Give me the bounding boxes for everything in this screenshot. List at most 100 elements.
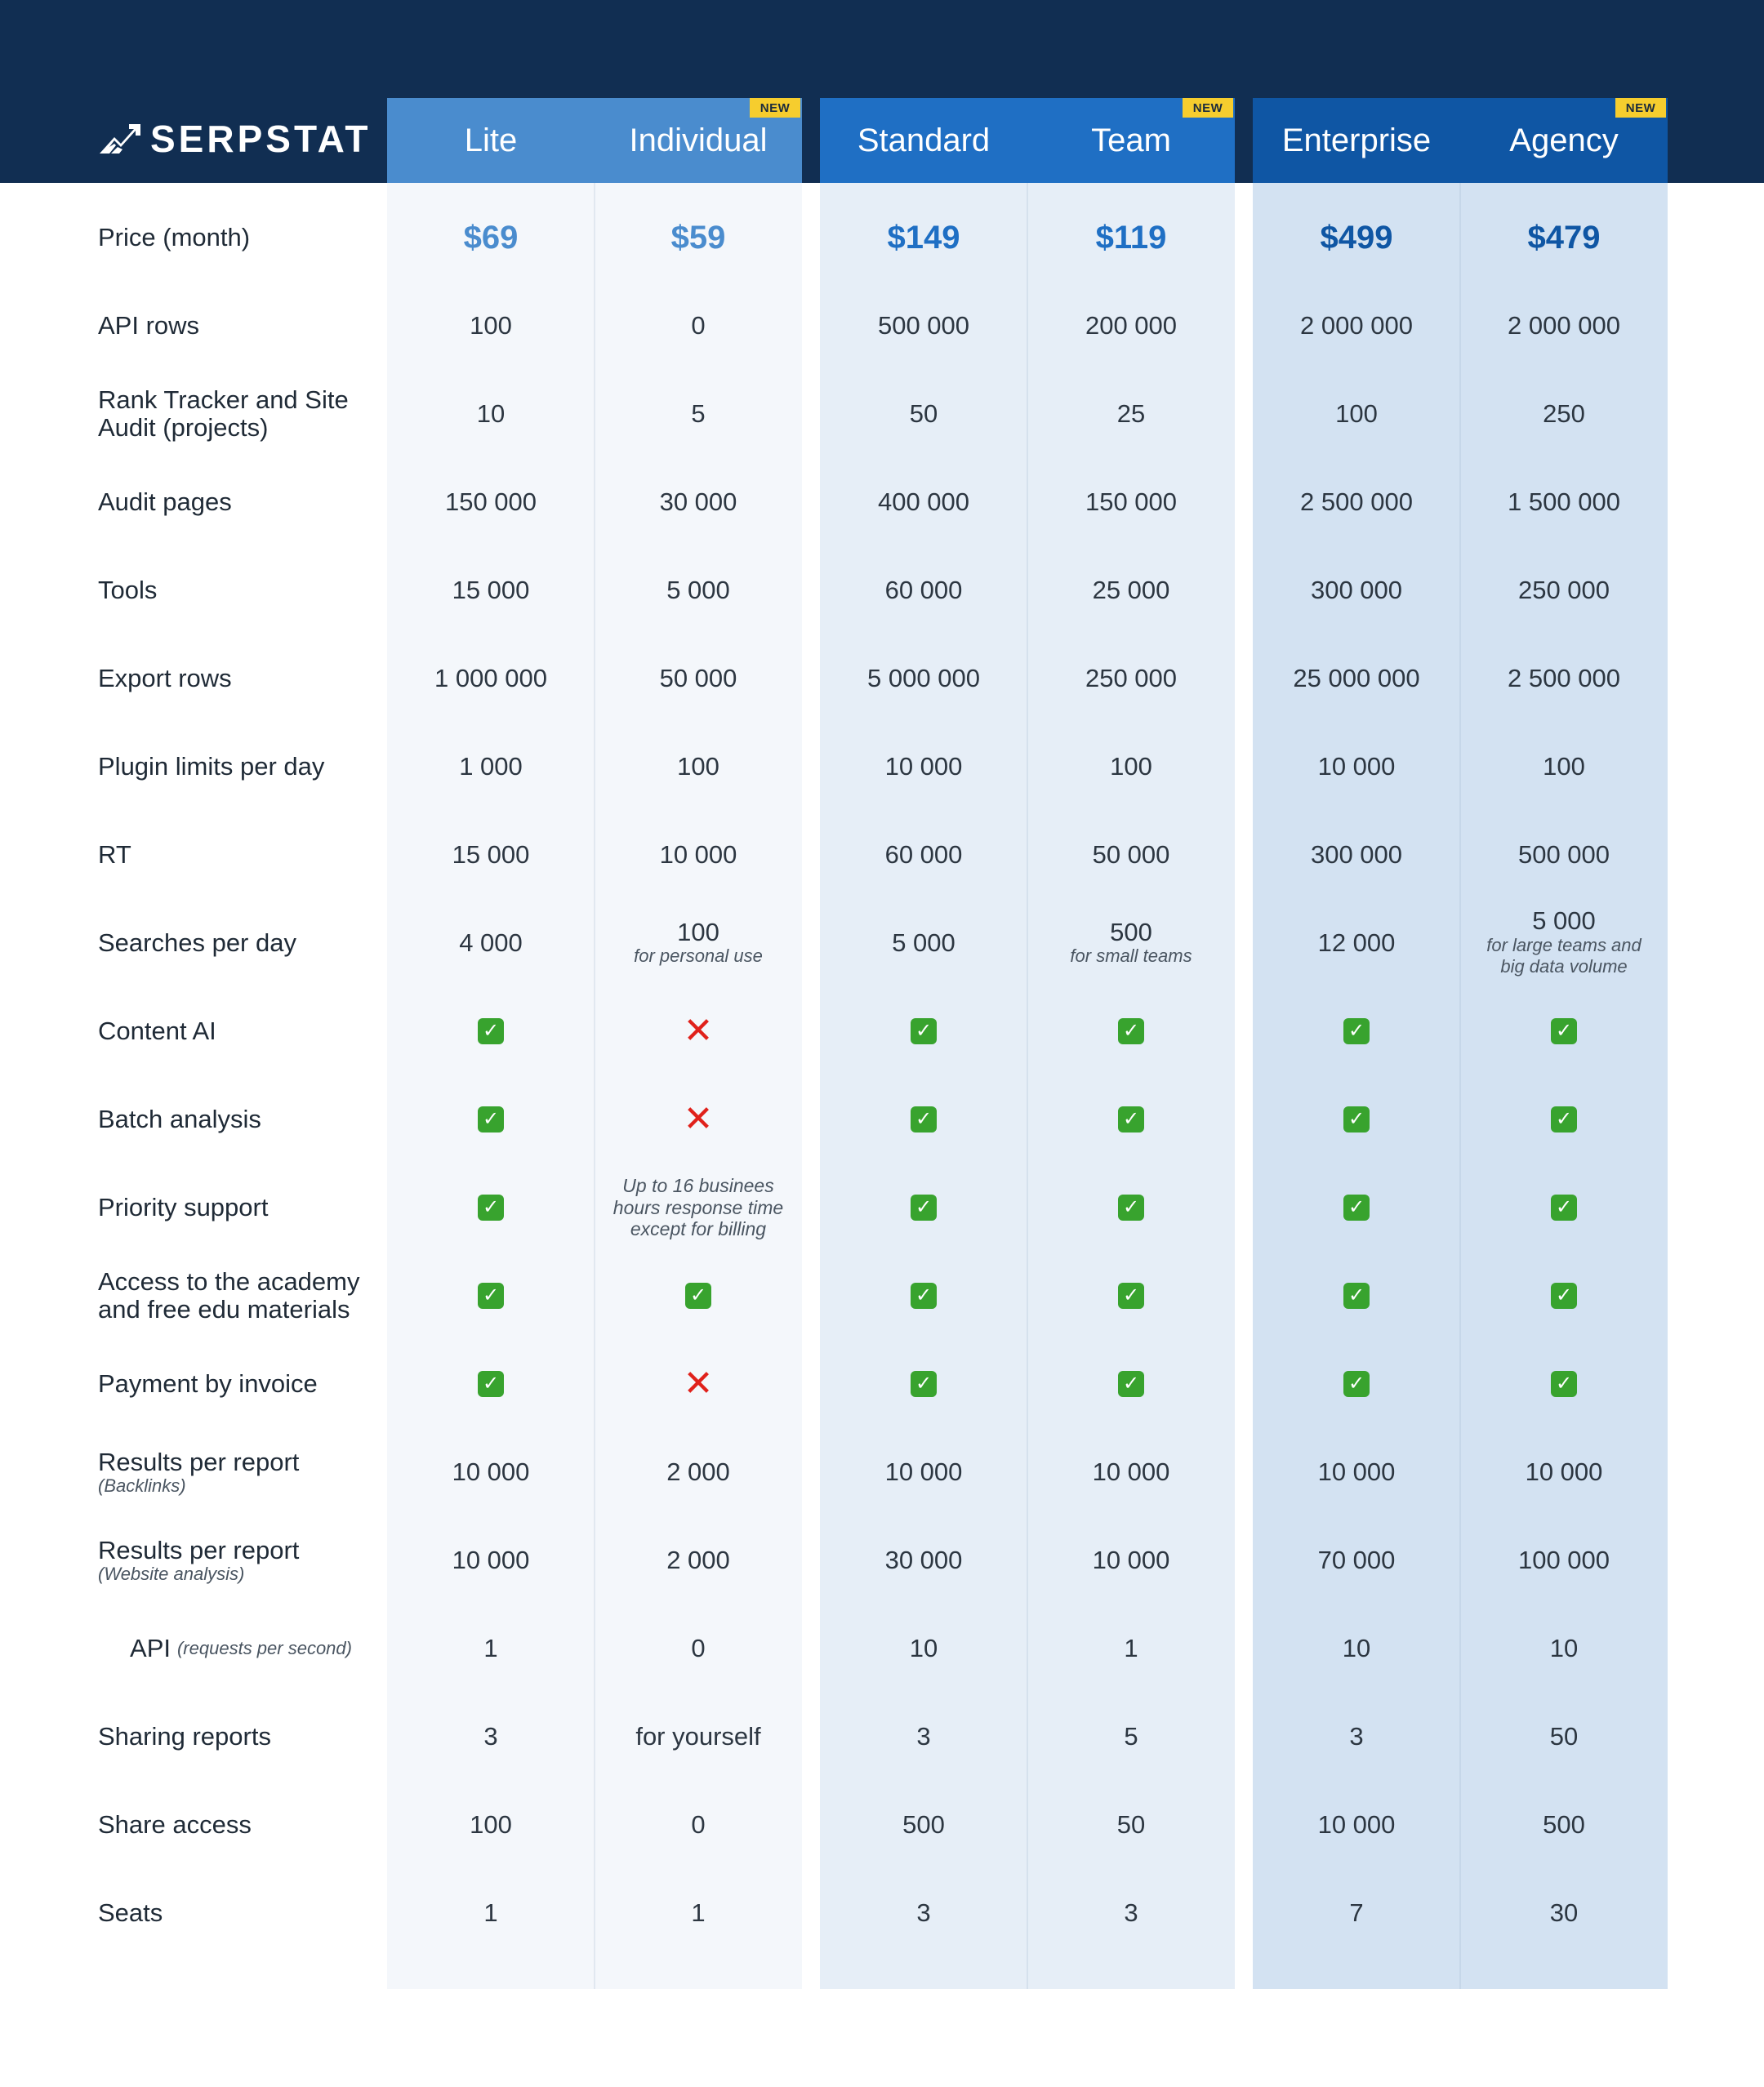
table-cell: ✕ [595,987,802,1075]
table-cell: $59 [595,194,802,282]
table-cell: 5 000 [595,546,802,634]
plan-header-standard: Standard [857,122,991,158]
table-cell: 250 000 [1027,634,1235,723]
row-sublabel: (Backlinks) [98,1475,186,1496]
cell-value: 10 000 [884,751,963,781]
table-cell: $149 [820,194,1027,282]
table-cell: 7 [1253,1869,1460,1957]
cross-icon: ✕ [683,1364,714,1404]
cell-value: 50 000 [659,663,737,692]
table-cell: 100 [1460,723,1668,811]
table-cell: $479 [1460,194,1668,282]
cell-value: 5 [1124,1721,1138,1751]
check-icon: ✓ [1118,1371,1144,1397]
cell-value: 150 000 [1085,487,1178,516]
table-cell: $119 [1027,194,1235,282]
row-label: Results per report (Website analysis) [98,1516,384,1604]
plan-header-enterprise: Enterprise [1281,122,1432,158]
table-cell: 100 000 [1460,1516,1668,1604]
cell-value: 300 000 [1310,839,1403,869]
check-icon: ✓ [1551,1195,1577,1221]
table-cell: 10 [1460,1604,1668,1693]
plan-group-team-header [820,98,1235,183]
cell-value: 25 000 [1092,575,1170,604]
cell-value: 50 [1549,1721,1579,1751]
table-cell: 3 [820,1693,1027,1781]
row-label-text: Share access [98,1809,252,1839]
table-cell: 30 000 [820,1516,1027,1604]
cell-value: 10 000 [1317,1457,1396,1486]
row-label-text: API [130,1633,171,1662]
table-cell: 60 000 [820,546,1027,634]
row-label: Export rows [98,634,384,723]
cell-value: 10 [1549,1633,1579,1662]
table-cell: 5 [595,370,802,458]
table-cell: ✓ [1460,1075,1668,1164]
check-icon: ✓ [478,1371,504,1397]
row-label-text: Content AI [98,1016,216,1045]
price-value: $479 [1527,220,1601,256]
table-cell: 50 [1027,1781,1235,1869]
row-label: Access to the academy and free edu mater… [98,1252,384,1340]
check-icon: ✓ [1551,1018,1577,1044]
table-cell: 10 000 [387,1428,595,1516]
plan-group-enterprise-bg [1253,183,1668,1989]
cell-value: 2 000 000 [1300,310,1413,340]
row-label: API (requests per second) [98,1604,384,1693]
table-cell: for yourself [595,1693,802,1781]
cell-value: 1 [691,1898,706,1927]
table-cell: 1 [1027,1604,1235,1693]
table-cell: 500 for small teams [1027,899,1235,987]
check-icon: ✓ [478,1283,504,1309]
table-cell: 50 000 [595,634,802,723]
check-icon: ✓ [1118,1018,1144,1044]
row-label-text: Access to the academy and free edu mater… [98,1266,360,1324]
table-cell: 2 000 [595,1428,802,1516]
serpstat-logo[interactable]: SERPSTAT [98,106,372,171]
table-cell: ✓ [1253,987,1460,1075]
table-cell: 2 500 000 [1253,458,1460,546]
table-cell: 500 000 [820,282,1027,370]
table-cell: 3 [820,1869,1027,1957]
table-cell: ✓ [820,1340,1027,1428]
table-cell: 1 500 000 [1460,458,1668,546]
row-label: Sharing reports [98,1693,384,1781]
cell-value: 25 000 000 [1293,663,1420,692]
table-cell: 1 000 [387,723,595,811]
cell-value: 100 [470,1809,512,1839]
cell-value: 100 000 [1517,1545,1610,1574]
column-divider [1459,183,1461,1989]
cell-value: 30 [1549,1898,1579,1927]
table-cell: $69 [387,194,595,282]
cell-value: 100 [470,310,512,340]
table-cell: 70 000 [1253,1516,1460,1604]
check-icon: ✓ [1343,1195,1370,1221]
row-label-text: Results per report [98,1447,300,1476]
cell-value: 250 000 [1085,663,1178,692]
row-label: RT [98,811,384,899]
check-icon: ✓ [911,1283,937,1309]
table-cell: ✓ [387,1075,595,1164]
cell-value: 4 000 [459,928,523,957]
table-cell: 5 000 [820,899,1027,987]
cell-value: 30 000 [884,1545,963,1574]
cell-value: 5 000 [892,928,956,957]
table-cell: 4 000 [387,899,595,987]
table-cell: 100 for personal use [595,899,802,987]
row-label: Results per report (Backlinks) [98,1428,384,1516]
cell-value: 250 000 [1517,575,1610,604]
cell-value: 60 000 [884,575,963,604]
row-label-text: Searches per day [98,928,296,957]
row-label-text: Priority support [98,1192,269,1221]
table-cell: 25 [1027,370,1235,458]
table-cell: 10 000 [1460,1428,1668,1516]
cell-value: 25 [1116,398,1146,428]
table-cell: 100 [1253,370,1460,458]
row-label: Seats [98,1869,384,1957]
row-label: Priority support [98,1164,384,1252]
new-badge: NEW [1183,98,1233,118]
cell-value: 100 [1110,751,1152,781]
price-value: $149 [887,220,960,256]
column-divider [1027,183,1028,1989]
cell-value: 50 [1116,1809,1146,1839]
